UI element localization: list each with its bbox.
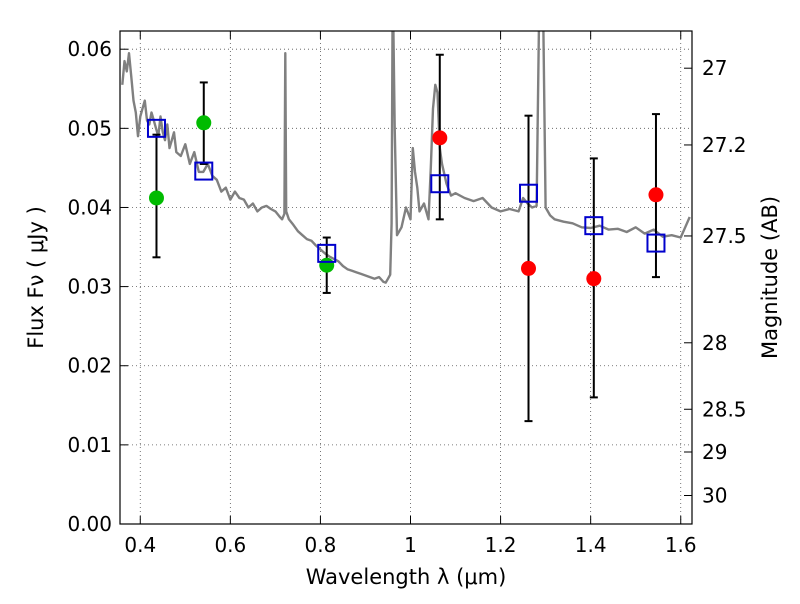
model-flux-square	[146, 118, 166, 138]
model-flux-square	[646, 233, 666, 253]
y-tick-label: 0.04	[67, 195, 112, 219]
y-tick-label: 0.05	[67, 116, 112, 140]
y-tick-label: 0.06	[67, 37, 112, 61]
x-tick-label: 1.6	[665, 533, 697, 557]
y-tick-label: 0.00	[67, 512, 112, 536]
green-data-point	[196, 115, 212, 131]
y2-tick-label: 28.5	[702, 397, 747, 421]
y2-tick-label: 27.5	[702, 224, 747, 248]
model-flux-square	[584, 216, 604, 236]
x-tick-label: 1	[404, 533, 417, 557]
y2-axis-title: Magnitude (AB)	[758, 196, 782, 359]
plot-area	[121, 31, 691, 423]
ticks-layer: 0.4 0.6 0.8 1 1.2 1.4 1.6 0.00 0.01 0.02 0.03 0.04 0…	[67, 31, 747, 557]
x-tick-label: 0.4	[124, 533, 156, 557]
x-tick-label: 0.8	[305, 533, 337, 557]
model-flux-square	[317, 243, 337, 263]
x-tick-label: 0.6	[214, 533, 246, 557]
model-flux-square	[430, 174, 450, 194]
y2-tick-label: 30	[702, 484, 727, 508]
y2-tick-label: 28	[702, 331, 727, 355]
y-tick-label: 0.01	[67, 433, 112, 457]
model-flux-square	[519, 183, 539, 203]
green-data-point	[148, 190, 164, 206]
red-data-point	[586, 271, 602, 287]
template-spectrum-line	[121, 31, 691, 284]
x-axis-title: Wavelength λ (μm)	[306, 565, 507, 589]
y2-tick-label: 27	[702, 56, 727, 80]
y2-tick-label: 27.2	[702, 133, 747, 157]
green-data-point	[319, 257, 335, 273]
x-tick-label: 1.4	[575, 533, 607, 557]
plot-frame	[119, 30, 693, 525]
y2-tick-label: 29	[702, 440, 727, 464]
x-tick-label: 1.2	[485, 533, 517, 557]
y-tick-label: 0.02	[67, 354, 112, 378]
red-data-point	[432, 130, 448, 146]
model-flux-square	[194, 161, 214, 181]
red-data-point	[648, 187, 664, 203]
grid-layer	[120, 31, 692, 525]
red-data-point	[521, 260, 537, 276]
y-axis-title: Flux Fν ( μJy )	[24, 206, 48, 349]
y-tick-label: 0.03	[67, 275, 112, 299]
